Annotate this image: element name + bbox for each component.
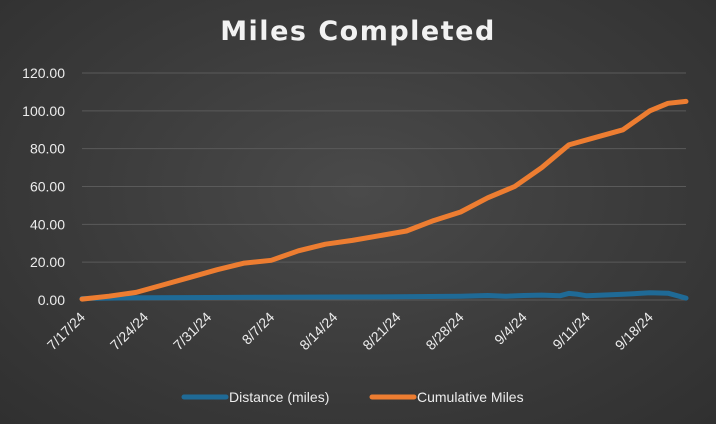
y-axis: 0.00 20.00 40.00 60.00 80.00 100.00 120.00 [22, 65, 65, 308]
x-tick-label: 9/11/24 [549, 309, 593, 353]
x-tick-label: 8/14/24 [296, 309, 340, 353]
x-tick-label: 7/17/24 [44, 309, 88, 353]
legend-label: Distance (miles) [229, 389, 329, 405]
legend: Distance (miles) Cumulative Miles [181, 389, 524, 405]
y-tick-label: 120.00 [22, 65, 65, 81]
y-tick-label: 100.00 [22, 103, 65, 119]
x-tick-label: 8/28/24 [422, 309, 466, 353]
y-tick-label: 80.00 [30, 141, 65, 157]
plot-area [79, 98, 689, 302]
y-tick-label: 0.00 [38, 292, 65, 308]
y-tick-label: 40.00 [30, 216, 65, 232]
y-tick-label: 20.00 [30, 254, 65, 270]
x-tick-label: 8/21/24 [359, 309, 403, 353]
x-tick-label: 7/31/24 [170, 309, 214, 353]
cumulative-series-line [79, 98, 689, 302]
gridlines [82, 72, 686, 301]
y-tick-label: 60.00 [30, 179, 65, 195]
chart-title: Miles Completed [220, 16, 496, 47]
x-tick-label: 9/18/24 [612, 309, 656, 353]
x-axis: 7/17/24 7/24/24 7/31/24 8/7/24 8/14/24 8/21/2… [44, 309, 656, 353]
legend-label: Cumulative Miles [417, 389, 524, 405]
distance-series-line [79, 290, 689, 301]
x-tick-label: 9/4/24 [491, 309, 530, 348]
x-tick-label: 8/7/24 [239, 309, 278, 348]
x-tick-label: 7/24/24 [107, 309, 151, 353]
